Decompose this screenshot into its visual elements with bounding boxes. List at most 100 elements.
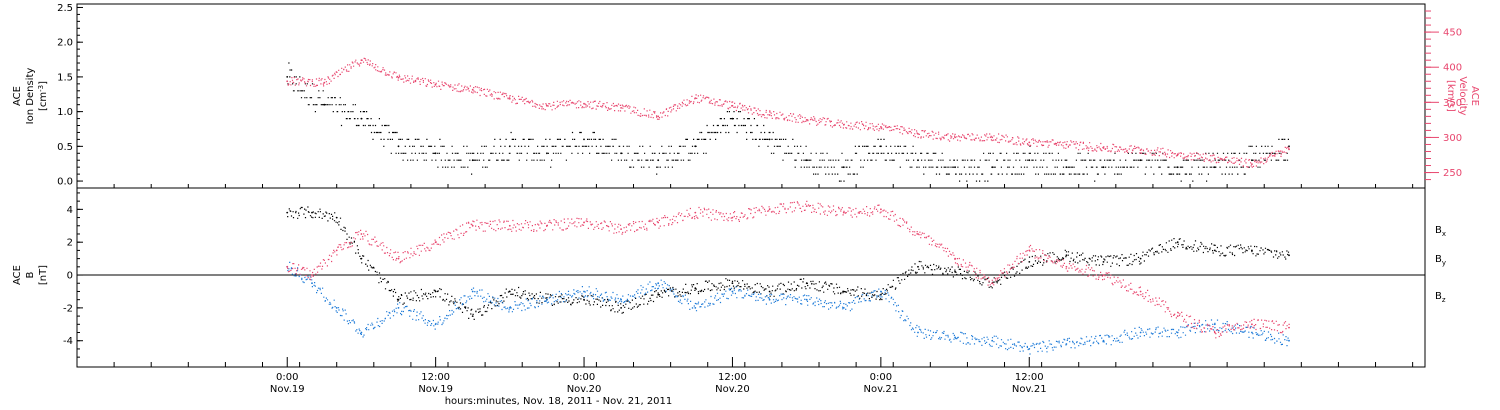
bx-point-3 — [360, 257, 363, 260]
by-point-23 — [1102, 339, 1105, 342]
ion-density-point-6 — [508, 145, 511, 148]
bx-point-6 — [471, 315, 474, 317]
velocity-point-24 — [1176, 153, 1179, 156]
velocity-point-22 — [1102, 147, 1105, 149]
top-left-ylabel-line2: Ion Density — [25, 68, 36, 125]
velocity-point-23 — [1139, 149, 1142, 152]
bz-point-2 — [335, 249, 338, 252]
bx-point-14 — [768, 290, 771, 293]
bottom-ylabel-line2: B — [25, 271, 36, 278]
velocity-point-2 — [360, 59, 363, 62]
x-date-label-0: Nov.19 — [270, 384, 305, 395]
by-point-18 — [917, 331, 919, 334]
x-date-label-4: Nov.21 — [864, 384, 899, 395]
top-right-tick-label-2: 350 — [1443, 98, 1462, 109]
ion-density-point-3 — [397, 145, 400, 148]
bx-point-27 — [1251, 249, 1253, 252]
by-point-2 — [335, 307, 338, 309]
bz-point-5 — [434, 241, 437, 244]
velocity-point-18 — [954, 136, 956, 139]
ion-density-point-10 — [657, 159, 660, 162]
plot-labels: 0.0 0.5 1.0 1.5 2.0 2.5 250 300 350 400 450 4 2 0 -2 -4… — [12, 3, 1480, 407]
by-point-27 — [1251, 331, 1253, 334]
bz-point-3 — [360, 233, 363, 235]
bz-point-9 — [583, 221, 585, 224]
velocity-point-6 — [508, 97, 511, 100]
velocity-points — [287, 57, 1290, 168]
bz-point-26 — [1213, 331, 1216, 334]
bz-point-25 — [1176, 315, 1179, 317]
bz-point-7 — [508, 224, 511, 227]
bz-point-23 — [1102, 274, 1105, 276]
velocity-point-26 — [1251, 163, 1253, 166]
ion-density-point-26 — [1251, 159, 1253, 162]
top-left-tick-label-3: 1.5 — [57, 72, 73, 83]
top-right-ylabel-line1: ACE — [1469, 86, 1480, 106]
ion-density-point-19 — [991, 166, 994, 169]
by-point-5 — [434, 323, 437, 326]
bottom-ylabel-line1: ACE — [12, 265, 23, 285]
bz-point-10 — [620, 228, 622, 231]
bz-point-0 — [286, 265, 289, 268]
bx-point-4 — [397, 298, 400, 301]
plot-axes — [76, 6, 1439, 367]
legend-entry-By: By — [1435, 254, 1446, 267]
x-date-label-5: Nov.21 — [1012, 384, 1047, 395]
bz-point-11 — [657, 221, 660, 224]
ion-density-point-23 — [1139, 159, 1142, 162]
bz-point-15 — [805, 205, 808, 208]
legend-entry-Bx: Bx — [1435, 225, 1446, 238]
top-right-tick-label-1: 300 — [1443, 133, 1462, 144]
bz-point-19 — [954, 257, 956, 260]
by-points — [287, 261, 1289, 355]
velocity-point-15 — [842, 123, 845, 126]
by-point-26 — [1213, 323, 1216, 326]
velocity-point-17 — [917, 133, 919, 135]
by-point-4 — [397, 307, 400, 309]
velocity-point-11 — [694, 97, 697, 99]
by-point-22 — [1065, 343, 1068, 345]
ion-density-point-16 — [880, 145, 882, 148]
bx-point-9 — [583, 298, 585, 301]
top-left-tick-label-5: 2.5 — [57, 3, 73, 14]
plot-frames — [76, 3, 1426, 368]
velocity-point-19 — [991, 136, 994, 139]
ion-density-point-18 — [954, 166, 956, 169]
by-point-19 — [954, 336, 956, 339]
ion-density-point-11 — [694, 145, 697, 148]
velocity-point-8 — [583, 102, 585, 105]
bz-point-28 — [1288, 326, 1290, 329]
bx-point-13 — [731, 282, 734, 285]
bx-point-19 — [954, 270, 956, 273]
bz-point-8 — [546, 224, 548, 227]
velocity-point-25 — [1213, 157, 1216, 160]
by-point-12 — [694, 307, 697, 309]
bz-point-21 — [1028, 249, 1031, 252]
bz-point-18 — [917, 233, 919, 235]
velocity-point-21 — [1065, 143, 1068, 146]
velocity-point-0 — [286, 80, 289, 83]
top-left-ylabel-unit: [cm-3] — [37, 81, 49, 111]
ion-density-point-21 — [1065, 166, 1068, 169]
bx-point-7 — [508, 290, 511, 293]
top-right-tick-label-3: 400 — [1443, 63, 1462, 74]
ion-density-point-2 — [360, 117, 363, 120]
by-point-28 — [1288, 339, 1290, 342]
by-point-25 — [1176, 331, 1179, 334]
x-time-label-5: 12:00 — [1015, 372, 1044, 383]
by-point-14 — [768, 298, 771, 301]
by-point-8 — [546, 298, 548, 301]
ion-density-point-22 — [1102, 166, 1105, 169]
bx-point-25 — [1176, 241, 1179, 244]
top-left-tick-label-1: 0.5 — [57, 142, 73, 153]
bottom-tick-label-0: 4 — [67, 205, 73, 216]
bz-point-27 — [1251, 323, 1253, 326]
bx-point-10 — [620, 307, 622, 309]
x-axis-title: hours:minutes, Nov. 18, 2011 - Nov. 21, … — [445, 396, 673, 407]
velocity-point-13 — [768, 114, 771, 116]
by-point-15 — [805, 298, 808, 301]
by-point-6 — [471, 290, 474, 293]
bz-point-17 — [880, 208, 882, 211]
bx-point-22 — [1065, 254, 1068, 257]
